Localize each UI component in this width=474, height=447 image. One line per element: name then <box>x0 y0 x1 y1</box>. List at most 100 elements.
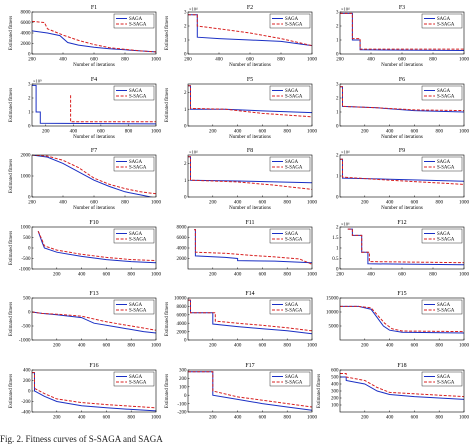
subplot-title: F14 <box>245 291 254 297</box>
x-tick-label: 600 <box>411 416 419 421</box>
legend-box <box>269 371 311 387</box>
x-tick-label: 200 <box>209 130 217 135</box>
legend-label-s-saga: S-SAGA <box>437 238 455 243</box>
series-line-s-saga <box>188 85 312 118</box>
legend-label-saga: SAGA <box>437 232 451 237</box>
x-tick-label: 400 <box>386 344 394 349</box>
subplot-f11: 200 400 600 800 1000 2000 4000 6000 8000 F11 SAGAS… <box>177 220 318 278</box>
x-tick-label: 200 <box>53 273 61 278</box>
subplot-f3: 200 400 600 800 1000 0 1 2 3×10⁴ F3 Number of iter… <box>336 5 470 68</box>
y-tick-label: -100 <box>177 402 187 407</box>
y-tick-label: 1 <box>336 175 339 180</box>
x-tick-label: 400 <box>78 344 86 349</box>
subplot-title: F6 <box>399 77 405 83</box>
x-tick-label: 600 <box>398 273 406 278</box>
x-tick-label: 1000 <box>459 273 470 278</box>
y-tick-label: 2 <box>184 25 187 30</box>
subplot-f8: 200 400 600 800 1000 0 1 2 ×10⁴ F8 Number of itera… <box>184 148 318 211</box>
x-axis-label: Number of iterations <box>73 206 115 211</box>
subplot-title: F2 <box>247 5 253 11</box>
y-axis-label: Estimated fitness <box>9 374 14 408</box>
y-tick-label: 2000 <box>177 257 188 262</box>
subplot-f1: 200 400 600 800 1000 0 2000 4000 6000 8000 F1 Numbe… <box>9 5 162 68</box>
legend-label-s-saga: S-SAGA <box>129 381 147 386</box>
y-tick-label: 0 <box>28 125 31 130</box>
series-line-s-saga <box>340 373 464 398</box>
y-tick-label: 6000 <box>21 21 32 26</box>
x-tick-label: 600 <box>246 58 254 63</box>
x-tick-label: 600 <box>103 273 111 278</box>
subplot-title: F15 <box>397 291 406 297</box>
y-tick-label: 8000 <box>177 226 188 231</box>
y-tick-label: 15000 <box>326 297 339 302</box>
y-exponent-label: ×10⁴ <box>189 7 198 12</box>
x-tick-label: 400 <box>234 130 242 135</box>
x-tick-label: 400 <box>59 58 67 63</box>
y-tick-label: 500 <box>23 297 31 302</box>
x-tick-label: 600 <box>398 58 406 63</box>
series-line-s-saga <box>188 299 312 332</box>
x-tick-label: 800 <box>283 201 291 206</box>
subplot-f15: 200 400 600 800 1000 5000 10000 15000 F15 SAGAS-S… <box>326 291 470 349</box>
y-axis-label: Estimated fitness <box>165 88 170 122</box>
x-tick-label: 600 <box>259 201 267 206</box>
x-tick-label: 200 <box>361 344 369 349</box>
y-tick-label: 1.5 <box>332 236 339 241</box>
legend-label-saga: SAGA <box>285 89 299 94</box>
y-tick-label: -200 <box>21 400 31 405</box>
y-tick-label: 1 <box>184 179 187 184</box>
y-axis-label: Estimated fitness <box>9 88 14 122</box>
y-tick-label: 3 <box>336 11 339 16</box>
x-axis-label: Number of iterations <box>381 206 423 211</box>
y-tick-label: 1 <box>336 247 339 252</box>
x-tick-label: 1000 <box>151 130 162 135</box>
y-exponent-label: ×10⁴ <box>189 150 198 155</box>
series-line-saga <box>32 155 154 197</box>
y-tick-label: 0 <box>28 390 31 395</box>
legend-label-s-saga: S-SAGA <box>437 166 455 171</box>
series-line-s-saga <box>32 155 156 195</box>
y-tick-label: 2 <box>336 97 339 102</box>
legend-label-saga: SAGA <box>129 375 143 380</box>
plot-frame <box>339 83 465 127</box>
series-line-saga <box>32 372 156 412</box>
series-line-s-saga <box>188 14 312 47</box>
x-tick-label: 200 <box>184 58 192 63</box>
subplot-title: F8 <box>247 148 253 154</box>
y-tick-label: 3 <box>336 83 339 88</box>
x-tick-label: 200 <box>209 273 217 278</box>
x-tick-label: 200 <box>361 130 369 135</box>
x-tick-label: 800 <box>435 201 443 206</box>
legend-label-s-saga: S-SAGA <box>285 309 303 314</box>
legend-label-saga: SAGA <box>285 375 299 380</box>
x-tick-label: 400 <box>386 201 394 206</box>
legend-label-saga: SAGA <box>437 160 451 165</box>
legend-box <box>113 228 155 244</box>
legend-label-s-saga: S-SAGA <box>129 166 147 171</box>
legend-box <box>269 156 311 172</box>
y-tick-label: 100 <box>179 386 187 391</box>
y-axis-label: Estimated fitness <box>317 374 322 408</box>
y-tick-label: 1000 <box>21 226 32 231</box>
series-line-s-saga <box>340 305 464 333</box>
y-tick-label: -500 <box>21 325 31 330</box>
x-tick-label: 200 <box>209 201 217 206</box>
y-tick-label: 1 <box>184 39 187 44</box>
x-tick-label: 1000 <box>459 58 470 63</box>
legend-label-s-saga: S-SAGA <box>129 23 147 28</box>
y-tick-label: 0 <box>184 339 187 344</box>
subplot-title: F3 <box>399 5 405 11</box>
y-tick-label: 300 <box>179 369 187 374</box>
series-line-s-saga <box>347 228 464 264</box>
y-tick-label: 0.5 <box>332 257 339 262</box>
y-tick-label: 8000 <box>177 305 188 310</box>
subplot-f12: 200 400 600 800 1000 0 0.5 1 1.5 2×10⁶ F12 SAGAS-SA… <box>332 220 469 278</box>
y-tick-label: 300 <box>331 390 339 395</box>
